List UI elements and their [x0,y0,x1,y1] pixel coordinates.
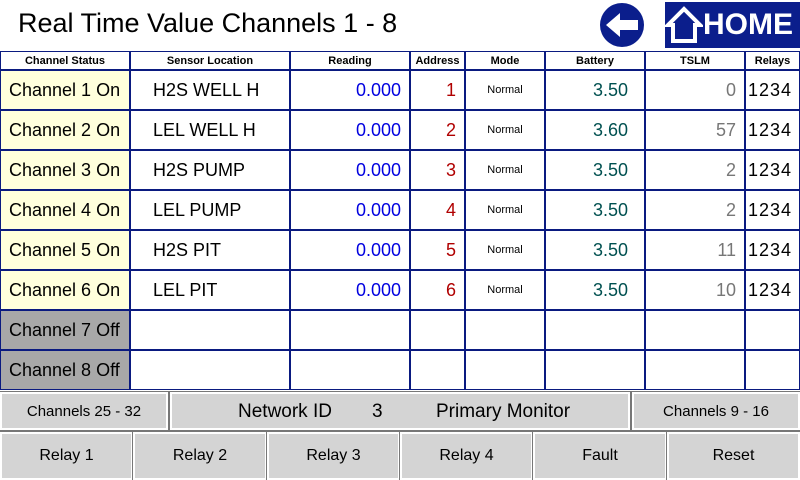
action-button[interactable]: Relay 2 [132,431,268,480]
channel-status: Channel 5 On [0,230,130,270]
home-label: HOME [703,8,793,41]
column-header: Sensor Location [130,51,290,70]
network-id: 3 [372,401,383,422]
cell-battery: 3.50 [545,230,645,270]
channel-status: Channel 7 Off [0,310,130,350]
cell-mode: Normal [465,70,545,110]
channel-status: Channel 8 Off [0,350,130,390]
column-header: Relays [745,51,800,70]
action-button[interactable]: Reset [666,431,800,480]
cell-relays: 1234 [745,70,800,110]
network-label: Network ID [238,401,332,422]
cell-reading: 0.000 [290,230,410,270]
cell-battery: 3.50 [545,150,645,190]
cell-tslm: 11 [645,230,745,270]
cell-location: LEL WELL H [130,110,290,150]
channels-next-button[interactable]: Channels 9 - 16 [631,391,800,431]
cell-battery: 3.60 [545,110,645,150]
cell-tslm: 2 [645,190,745,230]
cell-mode: Normal [465,150,545,190]
cell-relays: 1234 [745,150,800,190]
cell-reading [290,310,410,350]
cell-address: 2 [410,110,465,150]
cell-tslm [645,350,745,390]
cell-location: H2S PUMP [130,150,290,190]
channel-status: Channel 1 On [0,70,130,110]
cell-mode: Normal [465,230,545,270]
home-icon [665,6,703,43]
back-button[interactable] [598,2,648,48]
cell-mode: Normal [465,190,545,230]
cell-location: LEL PUMP [130,190,290,230]
cell-relays: 1234 [745,190,800,230]
cell-location: LEL PIT [130,270,290,310]
cell-relays [745,350,800,390]
cell-reading: 0.000 [290,270,410,310]
cell-location: H2S PIT [130,230,290,270]
channel-status: Channel 4 On [0,190,130,230]
cell-address: 1 [410,70,465,110]
channel-status: Channel 2 On [0,110,130,150]
column-header: Reading [290,51,410,70]
cell-reading [290,350,410,390]
cell-location [130,350,290,390]
cell-reading: 0.000 [290,110,410,150]
cell-mode: Normal [465,270,545,310]
column-header: Mode [465,51,545,70]
cell-tslm: 57 [645,110,745,150]
cell-address [410,310,465,350]
cell-address: 6 [410,270,465,310]
cell-relays: 1234 [745,270,800,310]
cell-tslm: 0 [645,70,745,110]
cell-tslm [645,310,745,350]
cell-battery: 3.50 [545,190,645,230]
action-button[interactable]: Relay 1 [0,431,134,480]
cell-address: 5 [410,230,465,270]
action-button[interactable]: Relay 4 [399,431,534,480]
column-header: Address [410,51,465,70]
cell-reading: 0.000 [290,190,410,230]
cell-mode [465,350,545,390]
cell-relays: 1234 [745,110,800,150]
cell-location: H2S WELL H [130,70,290,110]
cell-relays: 1234 [745,230,800,270]
cell-battery: 3.50 [545,70,645,110]
cell-address: 3 [410,150,465,190]
cell-battery [545,310,645,350]
action-button[interactable]: Fault [532,431,668,480]
cell-tslm: 2 [645,150,745,190]
cell-mode [465,310,545,350]
cell-tslm: 10 [645,270,745,310]
cell-battery: 3.50 [545,270,645,310]
cell-address [410,350,465,390]
column-header: Battery [545,51,645,70]
column-header: Channel Status [0,51,130,70]
cell-reading: 0.000 [290,70,410,110]
monitor-role: Primary Monitor [436,401,571,422]
cell-reading: 0.000 [290,150,410,190]
network-info: Network ID 3 Primary Monitor [169,391,631,431]
cell-battery [545,350,645,390]
channels-prev-button[interactable]: Channels 25 - 32 [0,391,169,431]
title: Real Time Value Channels 1 - 8 [18,8,398,38]
channel-status: Channel 6 On [0,270,130,310]
cell-address: 4 [410,190,465,230]
cell-mode: Normal [465,110,545,150]
cell-location [130,310,290,350]
column-header: TSLM [645,51,745,70]
action-button[interactable]: Relay 3 [266,431,401,480]
cell-relays [745,310,800,350]
home-button[interactable]: HOME [665,2,800,48]
channel-status: Channel 3 On [0,150,130,190]
